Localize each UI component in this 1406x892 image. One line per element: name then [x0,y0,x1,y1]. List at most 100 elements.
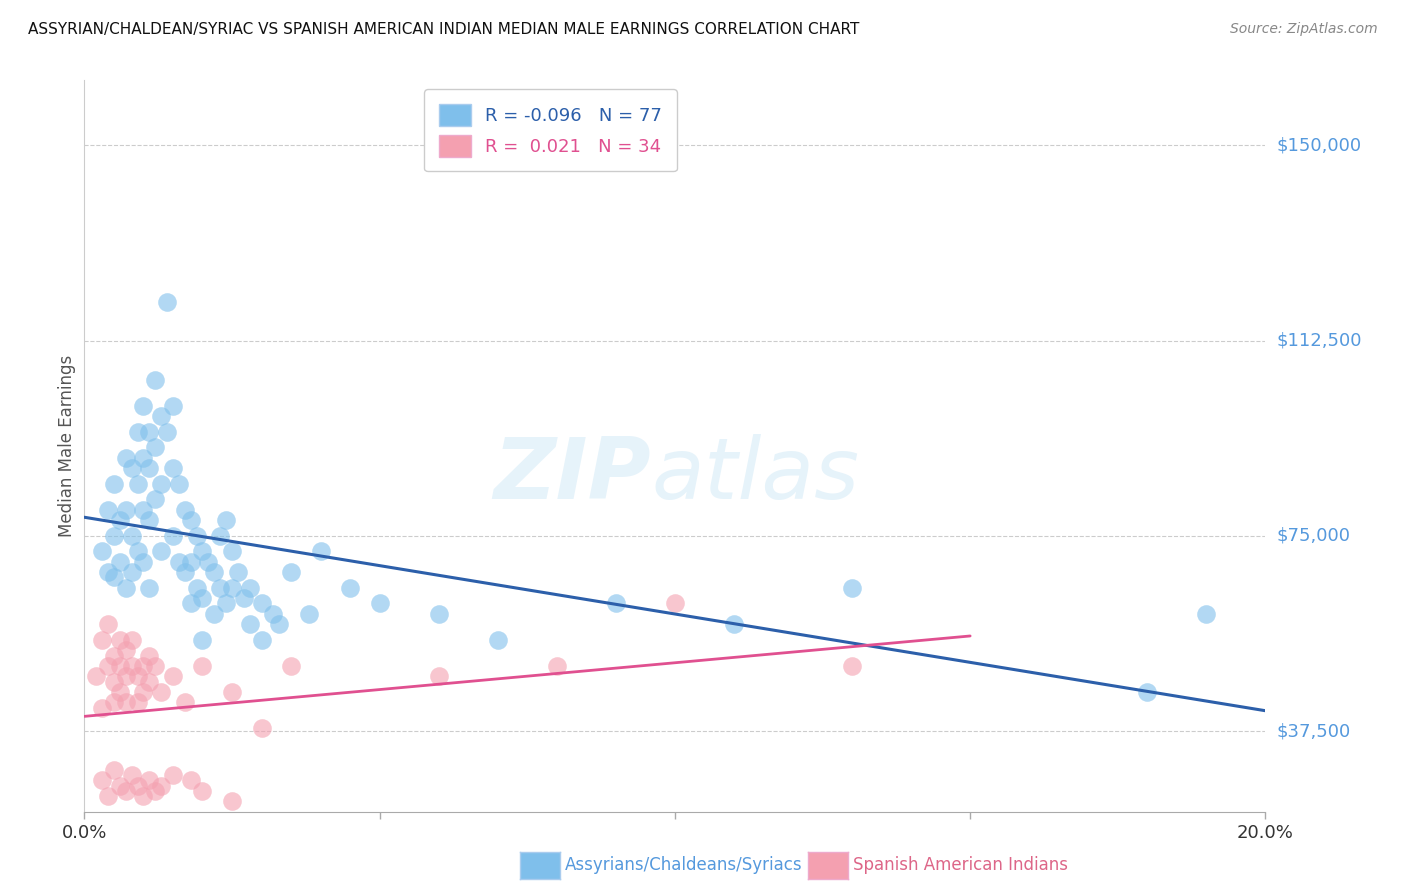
Point [180,513,202,527]
Point [132,450,155,465]
Point [250,722,273,736]
Point [215,597,238,611]
Point [841,581,863,595]
Point [138,513,160,527]
Point [103,695,125,709]
Point [103,648,125,663]
Point [186,581,208,595]
Legend: R = -0.096   N = 77, R =  0.021   N = 34: R = -0.096 N = 77, R = 0.021 N = 34 [425,89,676,171]
Point [114,450,136,465]
Point [173,566,195,580]
Point [132,555,155,569]
Point [97,502,120,516]
Point [143,373,166,387]
Point [103,763,125,777]
Point [162,529,184,543]
Point [173,695,195,709]
Point [114,502,136,516]
Point [309,544,332,558]
Point [127,779,149,793]
Point [132,659,155,673]
Point [232,591,254,606]
Point [221,685,243,699]
Point [280,566,302,580]
Point [427,669,450,683]
Point [108,632,131,647]
Point [1136,685,1159,699]
Point [221,544,243,558]
Point [127,425,149,439]
Point [162,399,184,413]
Point [546,659,568,673]
Point [250,632,273,647]
Point [114,581,136,595]
Point [162,768,184,782]
Point [138,773,160,788]
Text: Assyrians/Chaldeans/Syriacs: Assyrians/Chaldeans/Syriacs [565,856,803,874]
Point [368,597,391,611]
Text: $112,500: $112,500 [1277,332,1362,350]
Point [150,476,173,491]
Point [209,529,232,543]
Text: ASSYRIAN/CHALDEAN/SYRIAC VS SPANISH AMERICAN INDIAN MEDIAN MALE EARNINGS CORRELA: ASSYRIAN/CHALDEAN/SYRIAC VS SPANISH AMER… [28,22,859,37]
Point [605,597,627,611]
Point [91,632,114,647]
Point [91,700,114,714]
Point [132,502,155,516]
Point [162,461,184,475]
Point [108,513,131,527]
Point [156,294,179,309]
Point [167,476,190,491]
Y-axis label: Median Male Earnings: Median Male Earnings [58,355,76,537]
Point [239,581,262,595]
Point [269,617,291,632]
Point [202,566,225,580]
Point [138,674,160,689]
Point [239,617,262,632]
Point [150,685,173,699]
Point [427,607,450,621]
Point [202,607,225,621]
Text: atlas: atlas [651,434,859,516]
Point [191,784,214,798]
Point [127,476,149,491]
Point [226,566,249,580]
Text: $150,000: $150,000 [1277,136,1361,154]
Point [150,409,173,423]
Point [114,669,136,683]
Point [108,685,131,699]
Point [143,492,166,507]
Point [103,674,125,689]
Point [191,544,214,558]
Point [180,773,202,788]
Point [150,544,173,558]
Point [180,597,202,611]
Point [97,789,120,803]
Point [180,555,202,569]
Point [121,768,143,782]
Point [97,566,120,580]
Point [91,773,114,788]
Point [114,643,136,657]
Point [664,597,686,611]
Point [1195,607,1218,621]
Text: $37,500: $37,500 [1277,722,1351,740]
Point [191,591,214,606]
Point [138,425,160,439]
Point [221,581,243,595]
Point [486,632,509,647]
Point [97,659,120,673]
Point [723,617,745,632]
Text: ZIP: ZIP [494,434,651,516]
Point [143,440,166,454]
Point [114,695,136,709]
Point [121,632,143,647]
Point [121,659,143,673]
Point [127,544,149,558]
Point [97,617,120,632]
Point [156,425,179,439]
Point [215,513,238,527]
Point [91,544,114,558]
Point [108,555,131,569]
Point [108,659,131,673]
